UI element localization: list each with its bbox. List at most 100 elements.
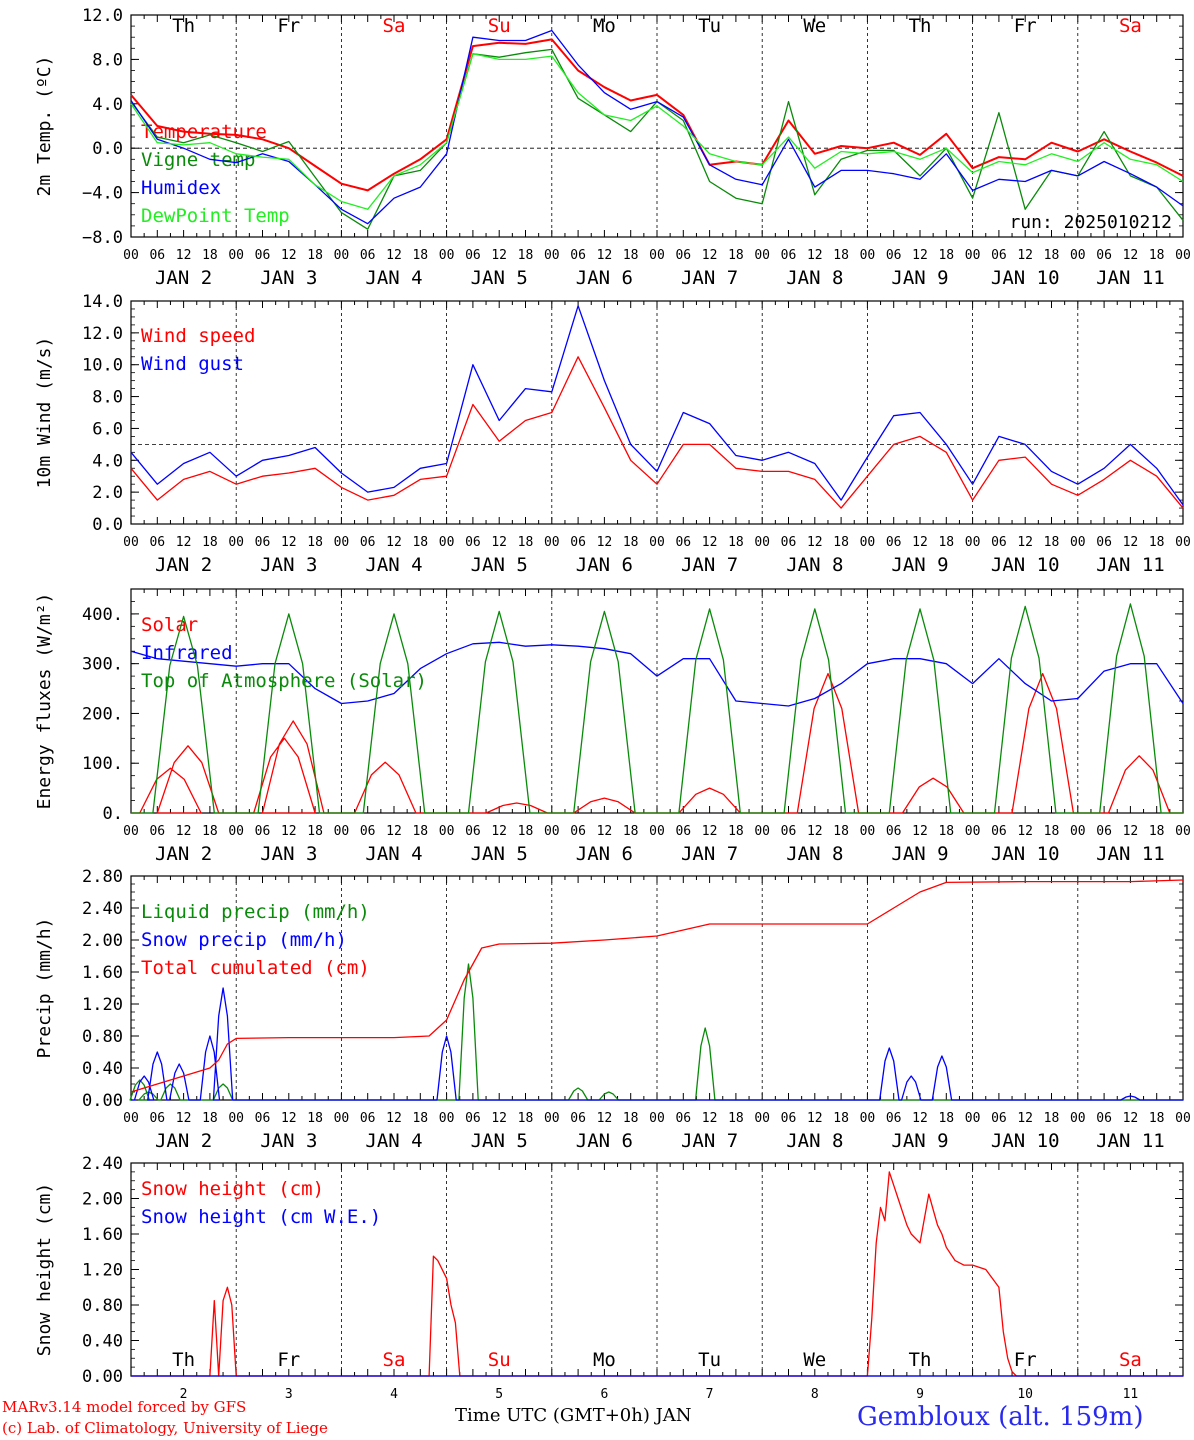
x-hour-tick-label: 18 <box>1044 535 1060 550</box>
x-hour-tick-label: 00 <box>228 824 244 839</box>
x-hour-tick-label: 18 <box>1149 248 1165 263</box>
x-hour-tick-label: 00 <box>860 248 876 263</box>
x-hour-tick-label: 12 <box>912 1111 928 1126</box>
x-hour-tick-label: 12 <box>597 824 613 839</box>
y-tick-label: 1.20 <box>82 995 123 1015</box>
x-hour-tick-label: 12 <box>597 535 613 550</box>
y-tick-label: 0.80 <box>82 1027 123 1047</box>
x-hour-tick-label: 00 <box>1070 824 1086 839</box>
x-day-label: JAN 9 <box>891 1130 948 1152</box>
weekday-label: Th <box>909 1349 932 1371</box>
x-hour-tick-label: 00 <box>860 535 876 550</box>
x-hour-tick-label: 18 <box>202 248 218 263</box>
x-hour-tick-label: 00 <box>649 248 665 263</box>
x-hour-tick-label: 06 <box>1096 824 1112 839</box>
x-hour-tick-label: 18 <box>623 535 639 550</box>
x-hour-tick-label: 00 <box>754 535 770 550</box>
x-hour-tick-label: 12 <box>281 1111 297 1126</box>
x-hour-tick-label: 18 <box>623 1111 639 1126</box>
legend-entry: Snow precip (mm/h) <box>141 929 347 951</box>
x-hour-tick-label: 18 <box>728 1111 744 1126</box>
x-day-number-label: 10 <box>1017 1387 1033 1402</box>
x-hour-tick-label: 12 <box>702 824 718 839</box>
x-hour-tick-label: 06 <box>991 1111 1007 1126</box>
x-day-label: JAN 3 <box>260 1130 317 1152</box>
plot-frame <box>130 588 1184 814</box>
x-hour-tick-label: 06 <box>675 824 691 839</box>
x-hour-tick-label: 06 <box>255 535 271 550</box>
series-line-total-cumulated-cm- <box>130 879 1184 1093</box>
x-day-label: JAN 7 <box>681 1130 738 1152</box>
x-hour-tick-label: 00 <box>334 248 350 263</box>
x-hour-tick-label: 00 <box>228 248 244 263</box>
x-hour-tick-label: 18 <box>518 248 534 263</box>
y-tick-label: 8.0 <box>92 50 123 70</box>
y-tick-label: 1.60 <box>82 963 123 983</box>
x-hour-tick-label: 00 <box>123 1111 139 1126</box>
x-day-label: JAN 10 <box>991 554 1060 576</box>
x-hour-tick-label: 00 <box>965 1111 981 1126</box>
x-hour-tick-label: 18 <box>833 248 849 263</box>
model-credit-line2: (c) Lab. of Climatology, University of L… <box>2 1419 328 1437</box>
x-day-label: JAN 3 <box>260 554 317 576</box>
y-tick-label: 14.0 <box>82 292 123 312</box>
chart-panel-4: 2.80 2.40 2.00 1.60 1.20 0.80 0.40 0.00 Precip (… <box>34 867 1191 1152</box>
x-hour-tick-label: 12 <box>597 1111 613 1126</box>
x-hour-tick-label: 06 <box>570 535 586 550</box>
weekday-label: Mo <box>593 1349 616 1371</box>
x-hour-tick-label: 12 <box>1017 248 1033 263</box>
station-label: Gembloux (alt. 159m) <box>857 1402 1144 1432</box>
x-hour-tick-label: 00 <box>123 824 139 839</box>
x-hour-tick-label: 12 <box>491 824 507 839</box>
x-hour-tick-label: 06 <box>781 824 797 839</box>
x-hour-tick-label: 00 <box>1070 248 1086 263</box>
x-hour-tick-label: 18 <box>833 535 849 550</box>
x-hour-tick-label: 00 <box>1070 535 1086 550</box>
x-hour-tick-label: 06 <box>360 824 376 839</box>
x-hour-tick-label: 06 <box>255 824 271 839</box>
x-hour-tick-label: 00 <box>123 535 139 550</box>
x-hour-tick-label: 12 <box>491 248 507 263</box>
x-hour-tick-label: 06 <box>255 248 271 263</box>
x-hour-tick-label: 18 <box>1149 535 1165 550</box>
x-hour-tick-label: 12 <box>386 1111 402 1126</box>
weekday-label: Tu <box>698 15 721 37</box>
weekday-label: Th <box>909 15 932 37</box>
x-hour-tick-label: 18 <box>412 535 428 550</box>
x-hour-tick-label: 00 <box>649 535 665 550</box>
x-hour-tick-label: 00 <box>334 824 350 839</box>
legend-entry: Solar <box>141 614 198 636</box>
x-day-label: JAN 8 <box>786 1130 843 1152</box>
x-hour-tick-label: 00 <box>860 824 876 839</box>
x-hour-tick-label: 00 <box>754 248 770 263</box>
plot-frame <box>130 300 1184 525</box>
x-hour-tick-label: 06 <box>570 824 586 839</box>
series-line-wind-speed <box>130 356 1184 509</box>
y-tick-label: 400. <box>82 605 123 625</box>
series-line-top-of-atmosphere-solar- <box>131 603 1183 814</box>
x-hour-tick-label: 00 <box>439 535 455 550</box>
x-hour-tick-label: 12 <box>281 535 297 550</box>
y-tick-label: 0.0 <box>92 139 123 159</box>
x-day-label: JAN 11 <box>1096 1130 1165 1152</box>
x-hour-tick-label: 18 <box>728 824 744 839</box>
y-axis-label: Precip (mm/h) <box>34 918 55 1059</box>
x-hour-tick-label: 12 <box>1123 1111 1139 1126</box>
weekday-label: We <box>803 15 826 37</box>
bottom-axis-label: Time UTC (GMT+0h) JAN <box>455 1405 692 1426</box>
chart-panel-5: 2.40 2.00 1.60 1.20 0.80 0.40 0.00 Snow height … <box>34 1154 1184 1402</box>
y-tick-label: 0.40 <box>82 1332 123 1352</box>
x-hour-tick-label: 00 <box>1175 1111 1191 1126</box>
y-tick-label: 0. <box>103 804 123 824</box>
x-hour-tick-label: 00 <box>123 248 139 263</box>
x-hour-tick-label: 06 <box>886 248 902 263</box>
x-day-label: JAN 5 <box>471 843 528 865</box>
weekday-label: Su <box>488 15 511 37</box>
x-hour-tick-label: 00 <box>228 535 244 550</box>
x-hour-tick-label: 18 <box>1044 1111 1060 1126</box>
x-day-label: JAN 2 <box>155 554 212 576</box>
x-day-number-label: 3 <box>285 1387 293 1402</box>
x-day-label: JAN 11 <box>1096 843 1165 865</box>
x-hour-tick-label: 12 <box>281 824 297 839</box>
weekday-label: Su <box>488 1349 511 1371</box>
